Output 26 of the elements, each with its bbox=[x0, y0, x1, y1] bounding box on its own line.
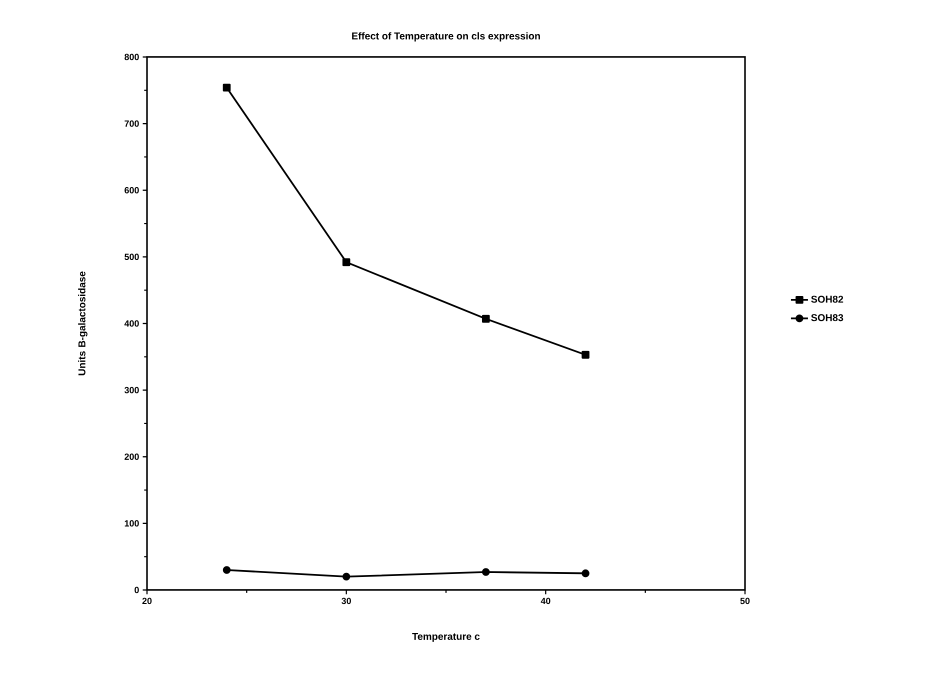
point bbox=[222, 566, 231, 574]
x-tick-label: 20 bbox=[142, 598, 152, 604]
y-axis-title: Units B-galactosidase bbox=[78, 272, 88, 376]
y-tick-label: 500 bbox=[124, 254, 139, 260]
x-tick-label: 40 bbox=[540, 598, 550, 604]
y-tick-label: 0 bbox=[134, 586, 139, 594]
y-tick-label: 800 bbox=[124, 54, 139, 60]
y-tick-label: 300 bbox=[124, 386, 139, 394]
x-tick-label: 50 bbox=[740, 598, 750, 604]
point bbox=[582, 569, 590, 578]
legend-label: SOH83 bbox=[811, 314, 844, 322]
chart-title: Effect of Temperature on cls expression bbox=[352, 32, 540, 42]
y-tick-label: 200 bbox=[124, 454, 139, 460]
x-axis-title: Temperature c bbox=[412, 632, 480, 642]
point bbox=[342, 572, 350, 581]
legend-label: SOH82 bbox=[811, 296, 844, 303]
y-tick-label: 600 bbox=[124, 187, 139, 194]
point bbox=[482, 314, 490, 323]
point bbox=[482, 568, 490, 576]
x-tick-label: 30 bbox=[342, 598, 351, 604]
y-tick-label: 400 bbox=[124, 320, 139, 327]
y-tick-label: 100 bbox=[124, 520, 139, 527]
point bbox=[582, 350, 590, 359]
y-tick-label: 700 bbox=[124, 120, 139, 127]
point bbox=[342, 258, 350, 266]
point bbox=[222, 84, 231, 92]
